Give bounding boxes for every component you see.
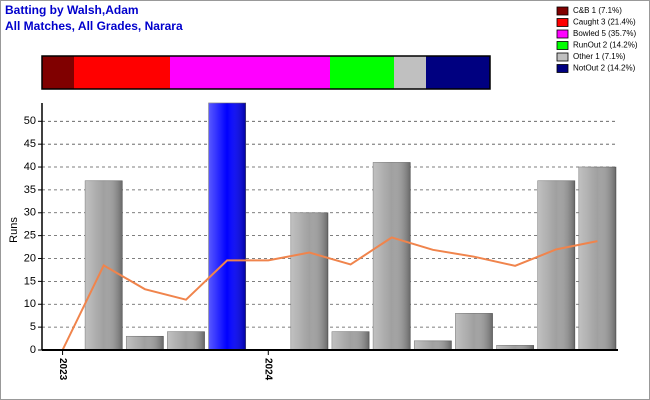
dismissal-segment bbox=[74, 56, 170, 89]
legend-swatch bbox=[556, 29, 569, 39]
x-tick-label: 2023 bbox=[57, 358, 68, 381]
y-tick-label: 30 bbox=[24, 207, 36, 219]
legend-swatch bbox=[556, 41, 569, 50]
bar-shade bbox=[578, 167, 616, 350]
dismissal-segment bbox=[426, 56, 490, 89]
chart-title: Batting by Walsh,Adam bbox=[5, 3, 139, 17]
dismissal-segment bbox=[42, 56, 74, 89]
legend-label: Caught 3 (21.4%) bbox=[573, 18, 636, 27]
legend-swatch bbox=[556, 18, 569, 27]
legend-swatch bbox=[556, 6, 569, 16]
y-tick-label: 45 bbox=[24, 138, 36, 150]
bar-shade bbox=[126, 336, 164, 350]
dismissal-border bbox=[41, 55, 491, 90]
bar-shade bbox=[167, 331, 205, 350]
y-axis-label: Runs bbox=[8, 217, 20, 243]
dismissal-segment bbox=[330, 56, 394, 89]
bar-shade bbox=[332, 331, 370, 350]
bar-shade bbox=[496, 345, 534, 350]
y-tick-label: 35 bbox=[24, 184, 36, 196]
legend-label: Other 1 (7.1%) bbox=[573, 52, 626, 61]
average-line bbox=[61, 236, 598, 351]
y-tick-label: 25 bbox=[24, 230, 36, 242]
y-tick-label: 10 bbox=[24, 298, 36, 310]
legend-swatch bbox=[556, 52, 569, 62]
y-tick-label: 15 bbox=[24, 275, 36, 287]
y-tick-label: 40 bbox=[24, 161, 36, 173]
bar-shade bbox=[373, 162, 411, 350]
y-tick-label: 5 bbox=[30, 321, 36, 333]
legend-label: C&B 1 (7.1%) bbox=[573, 6, 622, 15]
y-tick-label: 20 bbox=[24, 252, 36, 264]
bar-shade bbox=[414, 340, 452, 350]
y-tick-label: 50 bbox=[24, 115, 36, 127]
x-tick-label: 2024 bbox=[263, 358, 274, 381]
legend-label: NotOut 2 (14.2%) bbox=[573, 64, 636, 73]
legend-label: Bowled 5 (35.7%) bbox=[573, 29, 636, 38]
dismissal-segment bbox=[394, 56, 426, 89]
y-tick-label: 0 bbox=[30, 344, 36, 356]
legend-label: RunOut 2 (14.2%) bbox=[573, 41, 638, 50]
bar-shade bbox=[455, 313, 493, 350]
chart-subtitle: All Matches, All Grades, Narara bbox=[5, 19, 183, 33]
legend-swatch bbox=[556, 64, 569, 73]
dismissal-segment bbox=[170, 56, 330, 89]
bar-shade bbox=[537, 180, 575, 350]
bar-shade bbox=[208, 103, 246, 350]
bar-shade bbox=[290, 212, 328, 350]
